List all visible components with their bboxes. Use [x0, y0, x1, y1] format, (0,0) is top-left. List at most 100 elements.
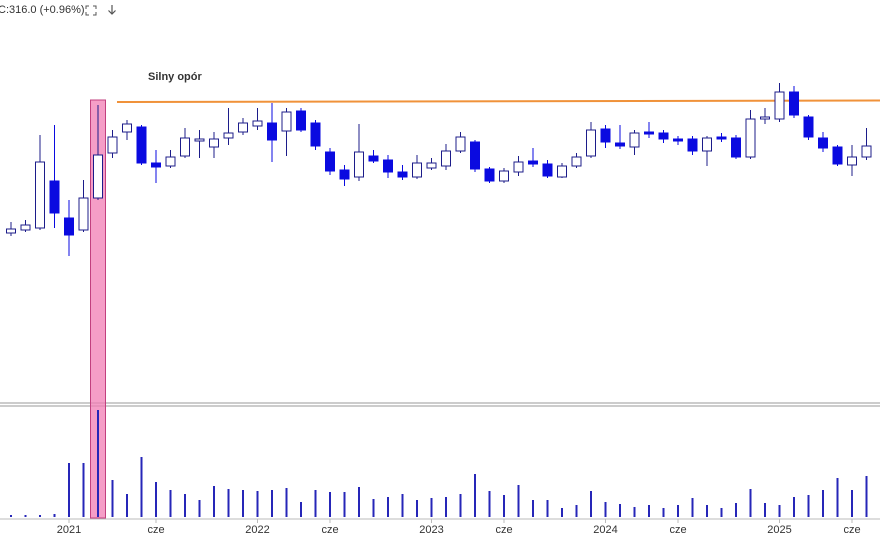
volume-bar: [619, 504, 621, 517]
candle-body: [716, 136, 727, 140]
download-icon[interactable]: [108, 5, 116, 15]
volume-bar: [430, 498, 433, 517]
volume-bar: [184, 494, 186, 517]
volume-bar: [416, 500, 418, 517]
candle-body: [702, 137, 712, 152]
volume-bar: [459, 494, 462, 517]
volume-bar: [807, 495, 810, 517]
candle-body: [209, 138, 219, 148]
candle-body: [441, 150, 451, 167]
x-tick-label: 2024: [593, 524, 617, 536]
volume-bar: [546, 500, 549, 517]
candle-body: [731, 137, 741, 158]
candle-body: [455, 136, 466, 152]
volume-bar: [10, 515, 12, 517]
candle-body: [281, 111, 292, 132]
volume-bar: [387, 497, 389, 517]
volume-bar: [662, 508, 665, 517]
volume-bar: [503, 495, 505, 517]
volume-bar: [372, 499, 375, 517]
x-tick-label: cze: [495, 524, 512, 536]
x-tick-label: 2021: [57, 524, 81, 536]
candle-body: [368, 155, 379, 162]
candle-body: [252, 120, 263, 127]
fullscreen-icon[interactable]: [85, 5, 97, 16]
volume-bar: [213, 486, 215, 517]
volume-bar: [749, 489, 752, 517]
candle-body: [499, 170, 509, 182]
candle-body: [325, 151, 335, 172]
candle-body: [484, 168, 495, 182]
candle-body: [397, 171, 408, 178]
candle-body: [296, 110, 306, 131]
volume-bar: [836, 478, 839, 517]
volume-bar: [227, 489, 230, 517]
volume-bar: [735, 503, 737, 517]
candle-body: [687, 138, 698, 152]
candle-body: [35, 161, 45, 229]
candle-body: [412, 162, 422, 178]
candle-body: [557, 165, 567, 178]
candle-body: [615, 142, 625, 147]
x-tick-label: 2025: [767, 524, 791, 536]
candle-body: [470, 141, 480, 170]
volume-bar: [720, 508, 723, 517]
x-tick-label: cze: [843, 524, 860, 536]
resistance-line: [116, 99, 880, 103]
volume-bar: [314, 490, 317, 517]
candle-body: [107, 136, 118, 154]
volume-bar: [97, 410, 99, 517]
candle-body: [122, 123, 132, 133]
candle-body: [223, 132, 234, 139]
candle-body: [673, 138, 683, 142]
x-tick-label: cze: [147, 524, 164, 536]
volume-bar: [329, 492, 331, 517]
volume-bar: [590, 491, 592, 517]
x-tick-label: cze: [669, 524, 686, 536]
volume-bar: [488, 491, 491, 517]
volume-bar: [271, 490, 273, 517]
candle-body: [354, 151, 364, 178]
candle-body: [339, 169, 350, 180]
volume-bar: [793, 497, 795, 517]
candle-body: [644, 131, 654, 135]
volume-bar: [198, 500, 201, 517]
volume-bar: [517, 485, 520, 517]
candle-body: [528, 160, 538, 165]
candle-body: [78, 197, 89, 231]
candle-body: [542, 163, 553, 177]
volume-bar: [691, 498, 694, 517]
ohlc-label: C:316.0 (+0.96%): [0, 4, 85, 16]
candle-body: [658, 132, 669, 140]
candle-body: [93, 154, 103, 199]
candle-body: [151, 162, 161, 168]
volume-bar: [633, 507, 636, 517]
volume-bar: [111, 480, 114, 517]
volume-bar: [39, 515, 41, 517]
volume-bar: [68, 463, 70, 517]
candle-body: [6, 228, 16, 234]
candle-body: [861, 145, 872, 158]
volume-bar: [169, 490, 172, 517]
candle-body: [571, 156, 582, 167]
x-tick-label: 2023: [419, 524, 443, 536]
volume-bar: [401, 494, 404, 517]
candle-body: [847, 156, 857, 166]
candle-body: [64, 217, 74, 236]
volume-bar: [155, 482, 157, 517]
volume-bar: [256, 491, 259, 517]
candle-body: [310, 122, 321, 147]
candle-body: [238, 122, 248, 133]
volume-bar: [242, 490, 244, 517]
candle-body: [180, 137, 190, 157]
candle-body: [165, 156, 176, 167]
volume-bar: [532, 500, 534, 517]
volume-bar: [343, 492, 346, 517]
volume-bar: [82, 463, 85, 517]
candle-body: [789, 91, 799, 116]
candle-body: [760, 116, 770, 120]
candle-body: [194, 138, 205, 142]
candle-body: [267, 122, 277, 141]
volume-bar: [822, 490, 824, 517]
volume-bar: [764, 503, 766, 517]
